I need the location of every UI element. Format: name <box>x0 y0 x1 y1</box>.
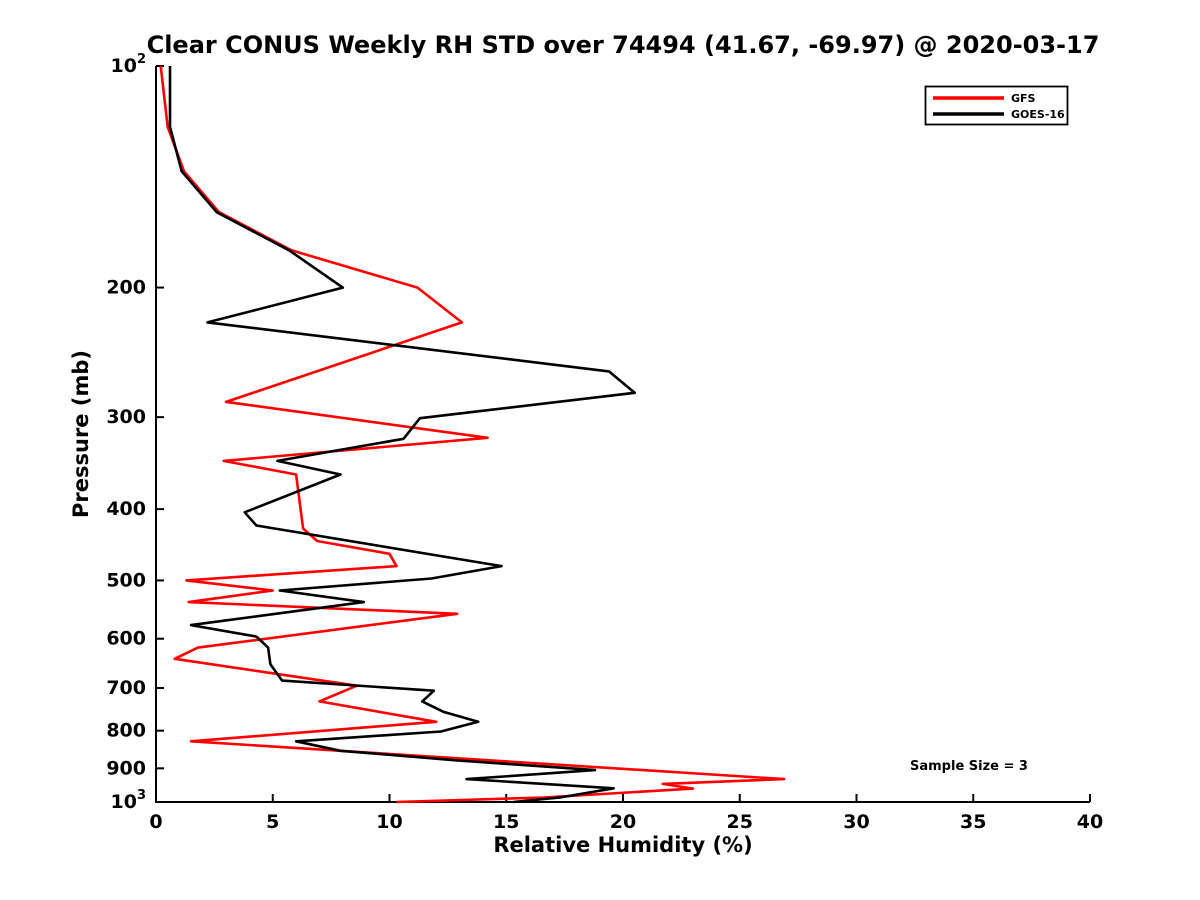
y-tick-label: 900 <box>106 757 146 779</box>
axes: 0 5 10 15 20 25 30 35 40 102 200 300 400 500 600 700 800… <box>106 52 1103 833</box>
y-tick-label: 700 <box>106 677 146 699</box>
x-tick-label: 0 <box>149 811 162 833</box>
legend: GFS GOES-16 <box>924 85 1069 126</box>
x-axis-label: Relative Humidity (%) <box>493 833 752 857</box>
x-tick-label: 20 <box>610 811 636 833</box>
sample-size-annotation: Sample Size = 3 <box>910 759 1028 774</box>
x-tick-label: 30 <box>843 811 869 833</box>
data-series <box>159 65 786 804</box>
legend-label-gfs: GFS <box>1011 92 1036 105</box>
x-tick-label: 40 <box>1077 811 1103 833</box>
y-tick-label: 400 <box>106 498 146 520</box>
x-tick-label: 15 <box>493 811 519 833</box>
y-tick-label: 200 <box>106 277 146 299</box>
y-axis-label: Pressure (mb) <box>69 350 93 518</box>
y-tick-label: 600 <box>106 628 146 650</box>
x-tick-label: 35 <box>960 811 986 833</box>
series-line-goes-16 <box>168 66 636 804</box>
y-tick-label: 500 <box>106 569 146 591</box>
legend-label-goes16: GOES-16 <box>1011 108 1065 121</box>
series-line-gfs <box>159 65 786 804</box>
x-tick-label: 5 <box>266 811 279 833</box>
y-tick-label: 102 <box>111 52 147 77</box>
y-tick-label: 103 <box>111 788 147 813</box>
y-tick-label: 800 <box>106 720 146 742</box>
y-tick-label: 300 <box>106 406 146 428</box>
legend-box <box>924 85 1069 126</box>
x-tick-label: 10 <box>376 811 402 833</box>
x-tick-label: 25 <box>727 811 753 833</box>
axis-spines <box>155 66 1090 803</box>
chart-title: Clear CONUS Weekly RH STD over 74494 (41… <box>147 31 1100 59</box>
